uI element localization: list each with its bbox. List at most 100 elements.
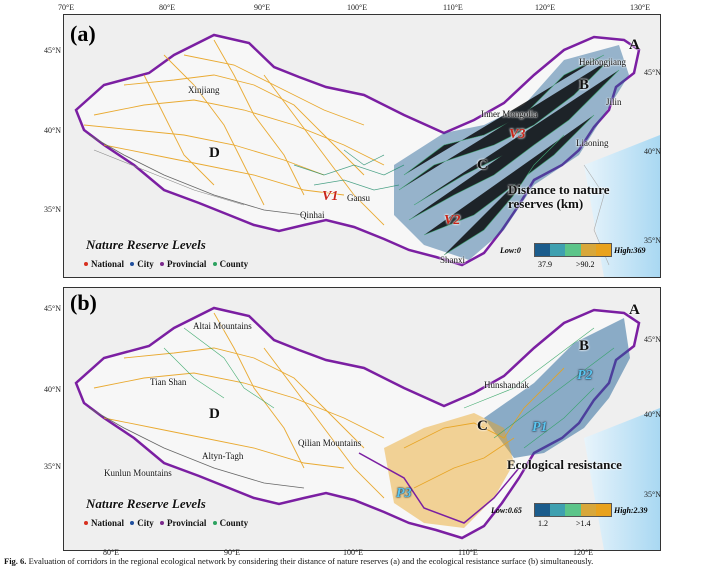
legend-city: City bbox=[137, 518, 154, 528]
caption-text: Evaluation of corridors in the regional … bbox=[28, 556, 594, 566]
legend-county: County bbox=[219, 518, 249, 528]
lon-tick-top: 110°E bbox=[443, 3, 463, 12]
zone-d-label: D bbox=[209, 145, 220, 161]
lat-tick-b-left: 35°N bbox=[44, 462, 61, 471]
hotspot-v2: V2 bbox=[444, 213, 461, 228]
place-liaoning: Liaoning bbox=[576, 138, 609, 148]
lon-tick-top: 130°E bbox=[630, 3, 651, 12]
place-altyn-tagh: Altyn-Tagh bbox=[202, 451, 244, 461]
map-canvas-a bbox=[64, 15, 660, 277]
ramp-swatch bbox=[595, 244, 612, 256]
legend-dot-city bbox=[130, 262, 135, 267]
ramp-tick-2: >1.4 bbox=[576, 519, 591, 528]
place-qinhai: Qinhai bbox=[300, 210, 325, 220]
metric-title: Ecological resistance bbox=[507, 457, 622, 472]
corridor-network-green bbox=[398, 54, 620, 256]
sea-area bbox=[584, 135, 660, 277]
color-ramp bbox=[534, 503, 612, 517]
ramp-low-label: Low:0.65 bbox=[491, 506, 522, 515]
place-qilian-mountains: Qilian Mountains bbox=[298, 438, 362, 448]
zone-b-label: B bbox=[579, 338, 590, 354]
ramp-low-label: Low:0 bbox=[500, 246, 521, 255]
legend-national: National bbox=[91, 518, 125, 528]
map-panel-a: (a) A B C D Heilongjiang Jilin Liaoning … bbox=[63, 14, 661, 278]
place-jilin: Jilin bbox=[606, 97, 622, 107]
ramp-swatch bbox=[565, 504, 581, 516]
caption-label: Fig. 6. bbox=[4, 556, 27, 566]
legend-national: National bbox=[91, 259, 125, 269]
place-kunlun-mountains: Kunlun Mountains bbox=[104, 468, 172, 478]
place-tian-shan: Tian Shan bbox=[150, 377, 187, 387]
panel-label: (a) bbox=[70, 21, 96, 46]
ramp-tick-1: 1.2 bbox=[538, 519, 548, 528]
legend-dot-county bbox=[212, 521, 217, 526]
high-resistance-zone bbox=[484, 318, 630, 458]
place-hunshandak: Hunshandak bbox=[484, 380, 529, 390]
zone-a-label: A bbox=[629, 37, 640, 53]
metric-title: Distance to nature reserves (km) bbox=[508, 182, 610, 211]
lon-tick-bottom: 90°E bbox=[224, 548, 241, 557]
ramp-tick-1: 37.9 bbox=[538, 260, 552, 269]
hotspot-p3: P3 bbox=[396, 486, 412, 501]
place-altai-mountains: Altai Mountains bbox=[193, 321, 252, 331]
legend-dot-county bbox=[212, 262, 217, 267]
zone-a-label: A bbox=[629, 302, 640, 318]
ramp-swatch bbox=[535, 504, 551, 516]
color-ramp bbox=[534, 243, 612, 257]
lon-tick-bottom: 120°E bbox=[573, 548, 594, 557]
lon-tick-top: 70°E bbox=[58, 3, 75, 12]
legend-dot-provincial bbox=[160, 262, 165, 267]
place-gansu: Gansu bbox=[347, 193, 370, 203]
ramp-swatch bbox=[580, 244, 596, 256]
place-heilongjiang: Heilongjiang bbox=[579, 57, 626, 67]
lat-tick-a-right: 35°N bbox=[644, 236, 661, 245]
hotspot-p1: P1 bbox=[532, 420, 548, 435]
zone-b-label: B bbox=[579, 77, 590, 93]
lon-tick-top: 90°E bbox=[254, 3, 271, 12]
place-xinjiang: Xinjiang bbox=[188, 85, 220, 95]
lon-tick-bottom: 100°E bbox=[343, 548, 364, 557]
legend-county: County bbox=[219, 259, 249, 269]
hotspot-p2: P2 bbox=[577, 368, 593, 383]
place-inner-mongolia: Inner Mongolia bbox=[481, 109, 538, 119]
lat-tick-b-left: 40°N bbox=[44, 385, 61, 394]
lon-tick-top: 80°E bbox=[159, 3, 176, 12]
lat-tick-b-right: 40°N bbox=[644, 410, 661, 419]
ramp-swatch bbox=[580, 504, 596, 516]
ramp-high-label: High:369 bbox=[614, 246, 646, 255]
legend-dot-city bbox=[130, 521, 135, 526]
legend-city: City bbox=[137, 259, 154, 269]
corridor-network-green bbox=[163, 327, 615, 449]
ramp-swatch bbox=[535, 244, 551, 256]
lat-tick-a-left: 35°N bbox=[44, 205, 61, 214]
lat-tick-a-right: 45°N bbox=[644, 68, 661, 77]
corridor-network-orange bbox=[93, 312, 565, 499]
hotspot-v1: V1 bbox=[322, 189, 339, 204]
lat-tick-a-left: 45°N bbox=[44, 46, 61, 55]
lat-tick-a-right: 40°N bbox=[644, 147, 661, 156]
legend-title: Nature Reserve Levels bbox=[86, 496, 206, 511]
legend-provincial: Provincial bbox=[167, 259, 207, 269]
lon-tick-bottom: 110°E bbox=[458, 548, 478, 557]
hotspot-v3: V3 bbox=[509, 127, 526, 142]
legend-row: National City Provincial County bbox=[80, 518, 248, 528]
ramp-swatch bbox=[550, 504, 566, 516]
legend-title: Nature Reserve Levels bbox=[86, 237, 206, 252]
zone-c-label: C bbox=[477, 418, 488, 434]
lon-tick-bottom: 80°E bbox=[103, 548, 120, 557]
legend-provincial: Provincial bbox=[167, 518, 207, 528]
lat-tick-b-right: 35°N bbox=[644, 490, 661, 499]
zone-d-label: D bbox=[209, 406, 220, 422]
legend-dot-provincial bbox=[160, 521, 165, 526]
figure-caption: Fig. 6. Evaluation of corridors in the r… bbox=[4, 556, 704, 567]
place-shanxi: Shanxi bbox=[440, 255, 466, 265]
ramp-swatch bbox=[565, 244, 581, 256]
ramp-tick-2: >90.2 bbox=[576, 260, 595, 269]
legend-dot-national bbox=[84, 521, 88, 526]
ramp-swatch bbox=[550, 244, 566, 256]
corridor-network-orange bbox=[83, 39, 385, 226]
lat-tick-b-right: 45°N bbox=[644, 335, 661, 344]
map-panel-b: (b) A B C D Altai Mountains Tian Shan Hu… bbox=[63, 287, 661, 551]
legend-row: National City Provincial County bbox=[80, 259, 248, 269]
ramp-swatch bbox=[595, 504, 612, 516]
